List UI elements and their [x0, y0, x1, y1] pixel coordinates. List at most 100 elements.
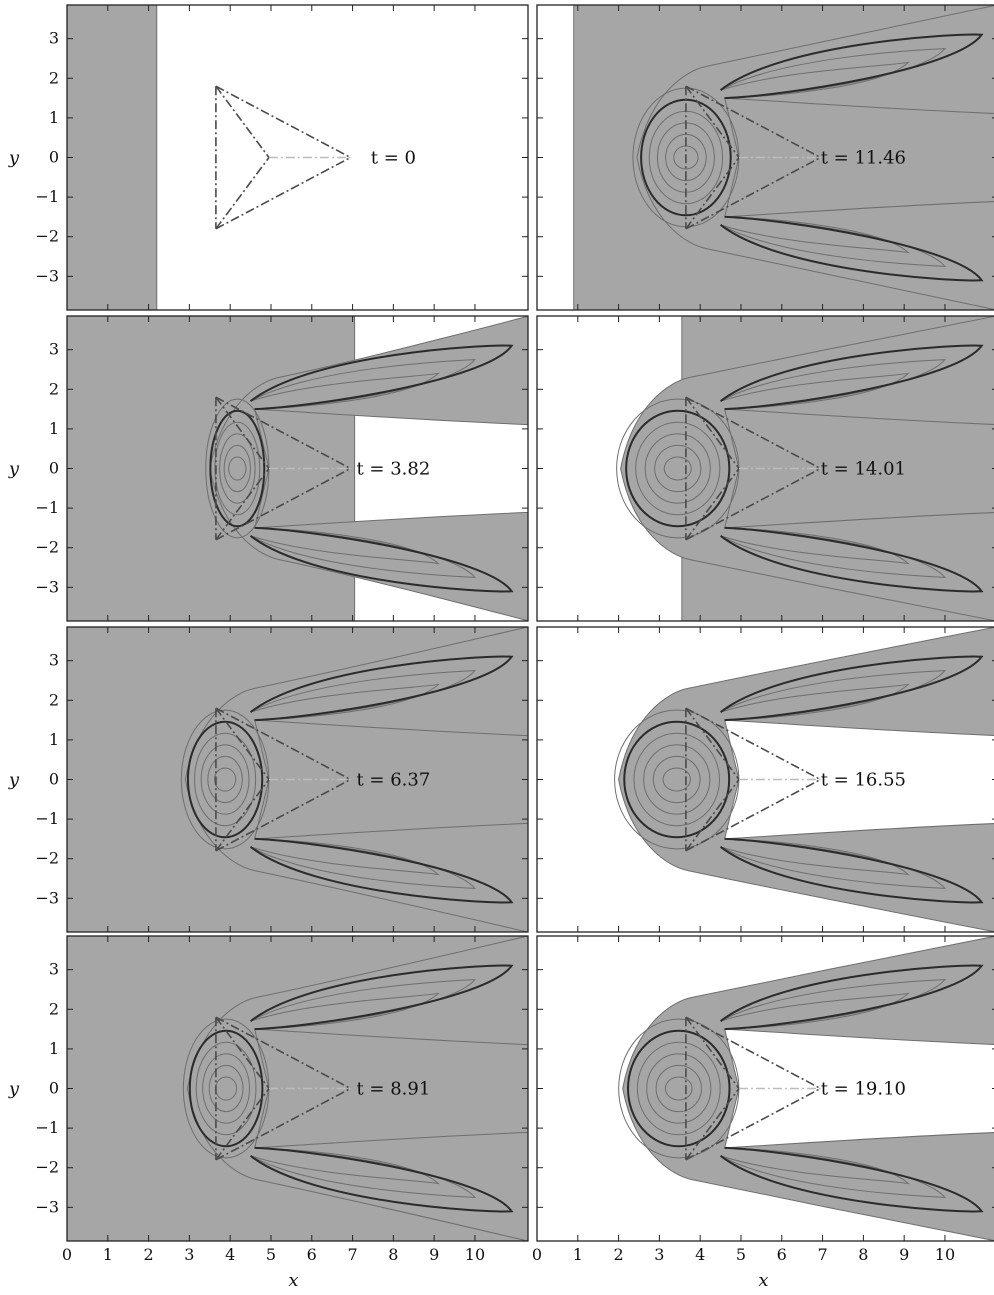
contour-loop	[662, 767, 691, 792]
wake-contour	[249, 837, 514, 904]
y-axis-label: y	[8, 770, 20, 791]
y-tick-label: −3	[35, 577, 59, 596]
x-tick-label: 8	[388, 1245, 398, 1264]
obstacle-edge	[215, 779, 270, 852]
x-tick-label: 2	[613, 1245, 623, 1264]
contour-loop	[213, 767, 237, 792]
wake-contour	[249, 964, 514, 1031]
contour-loop	[664, 1076, 693, 1101]
contour-loop	[643, 744, 711, 815]
contour-loop	[194, 732, 257, 827]
panel-body	[67, 5, 528, 310]
panel-body	[537, 316, 994, 621]
wake-contour	[249, 526, 514, 593]
wake-contour	[250, 838, 440, 876]
contour-loop	[636, 1041, 721, 1136]
time-label: t = 11.46	[821, 148, 906, 169]
wake-contour	[250, 683, 440, 721]
y-tick-label: 1	[49, 419, 59, 438]
obstacle-edge	[685, 1016, 821, 1090]
x-tick-label: 4	[695, 1245, 705, 1264]
y-tick-label: 2	[49, 68, 59, 87]
panel-body	[67, 627, 528, 932]
y-tick-label: 3	[49, 29, 59, 48]
wake-contour	[720, 372, 910, 410]
y-tick-label: −3	[35, 888, 59, 907]
y-tick-label: 0	[49, 148, 59, 167]
obstacle-edge	[685, 1087, 821, 1161]
x-tick-label: 0	[532, 1245, 542, 1264]
panel: t = 3.82 3 2 1 0 −1 −2 −3 y	[8, 315, 529, 622]
panel-body	[537, 936, 994, 1241]
y-tick-label: 0	[49, 459, 59, 478]
y-tick-label: 1	[49, 1039, 59, 1058]
obstacle-edge	[685, 778, 821, 852]
y-tick-label: 1	[49, 730, 59, 749]
contour-loop	[208, 1064, 244, 1113]
wake-contour	[720, 838, 910, 876]
panel-body	[537, 5, 994, 310]
obstacle-edge	[215, 85, 351, 159]
contour-loop	[625, 409, 731, 528]
x-tick-label: 9	[429, 1245, 439, 1264]
obstacle-edge	[215, 468, 270, 541]
obstacle-edge	[215, 85, 270, 158]
wake-contour	[719, 1146, 984, 1213]
time-label: t = 16.55	[821, 770, 906, 791]
y-tick-label: −3	[35, 266, 59, 285]
obstacle-edge	[685, 779, 740, 852]
wake-contour	[720, 992, 910, 1030]
y-tick-label: −2	[35, 227, 59, 246]
y-tick-label: −1	[35, 1118, 59, 1137]
contour-loop	[623, 720, 731, 839]
y-tick-label: −1	[35, 498, 59, 517]
obstacle-edge	[685, 1016, 740, 1089]
x-tick-label: 1	[103, 1245, 113, 1264]
wake-contour	[720, 527, 910, 565]
x-tick-label: 7	[347, 1245, 357, 1264]
time-label: t = 6.37	[356, 770, 430, 791]
contour-loop	[663, 456, 692, 481]
y-axis-label: y	[8, 459, 20, 480]
x-tick-label: 1	[573, 1245, 583, 1264]
obstacle-edge	[215, 157, 270, 230]
obstacle-edge	[685, 85, 821, 159]
time-label: t = 8.91	[356, 1079, 430, 1100]
time-label: t = 14.01	[821, 459, 906, 480]
panel: t = 19.10 0 1 2 3 4 5 6 7 8 9 10	[532, 935, 994, 1264]
wake-contour	[250, 372, 440, 410]
y-tick-label: −3	[35, 1197, 59, 1216]
obstacle-edge	[215, 396, 270, 469]
obstacle-edge	[685, 707, 821, 781]
x-tick-label: 9	[899, 1245, 909, 1264]
x-tick-label: 6	[777, 1245, 787, 1264]
wake-contour	[249, 344, 514, 411]
y-tick-label: −2	[35, 538, 59, 557]
obstacle-edge	[685, 468, 740, 541]
wake-contour	[250, 992, 440, 1030]
contour-loop	[219, 433, 256, 504]
y-tick-label: 1	[49, 108, 59, 127]
contour-loop	[188, 1029, 264, 1148]
contour-loop	[655, 1064, 702, 1113]
obstacle-edge	[685, 396, 740, 469]
x-tick-label: 0	[62, 1245, 72, 1264]
contour-loop	[228, 456, 247, 481]
contour-loop	[209, 409, 266, 528]
x-tick-label: 3	[184, 1245, 194, 1264]
panel-body	[67, 316, 528, 621]
x-tick-label: 8	[858, 1245, 868, 1264]
y-tick-label: −1	[35, 187, 59, 206]
contour-loop	[635, 421, 721, 516]
obstacle-edge	[685, 467, 821, 541]
y-tick-label: −2	[35, 849, 59, 868]
panel-body	[537, 627, 994, 932]
y-tick-label: −1	[35, 809, 59, 828]
obstacle-edge	[215, 707, 351, 781]
obstacle-edge	[215, 1016, 270, 1089]
contour-loop	[665, 133, 707, 182]
obstacle-edge	[215, 1016, 351, 1090]
contour-loop	[186, 720, 264, 839]
